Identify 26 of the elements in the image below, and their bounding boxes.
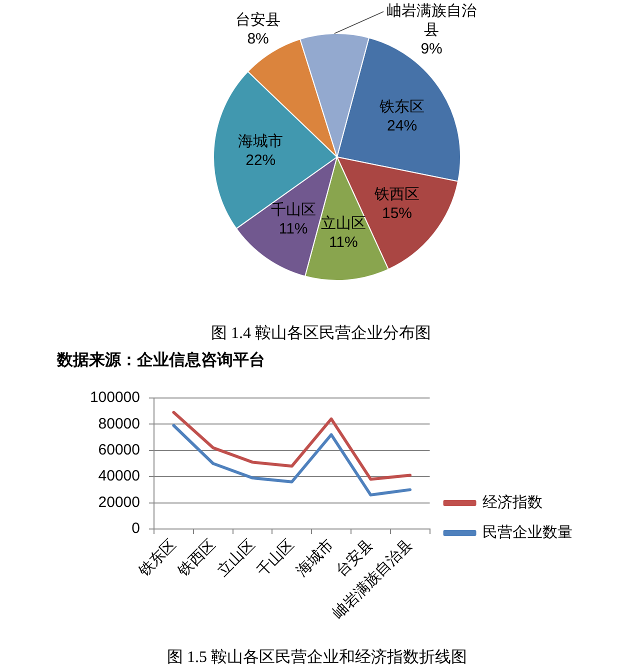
y-tick-label: 0 <box>132 520 140 538</box>
slice-label: 铁西区 <box>374 186 420 204</box>
slice-label: 立山区 <box>320 214 366 232</box>
text: 图 1.4 鞍山各区民营企业分布图 <box>210 324 432 344</box>
data-label: 8% <box>247 30 269 48</box>
slice-label: 岫岩满族自治县 <box>386 2 477 39</box>
data-label: 22% <box>246 152 276 170</box>
data-label: 24% <box>387 117 418 134</box>
y-tick-label: 100000 <box>90 389 140 406</box>
data-label: 11% <box>278 220 308 238</box>
text: 图 1.5 鞍山各区民营企业和经济指数折线图 <box>166 648 468 668</box>
slice-label: 铁东区 <box>378 98 425 116</box>
source-note: 数据来源：企业信息咨询平台 <box>57 350 265 371</box>
data-label: 11% <box>328 234 358 251</box>
y-tick-label: 40000 <box>98 468 140 485</box>
data-label: 15% <box>382 205 412 222</box>
legend-label: 民营企业数量 <box>482 524 572 542</box>
y-tick-label: 80000 <box>98 415 140 432</box>
slice-label: 台安县 <box>236 11 281 28</box>
y-tick-label: 60000 <box>98 442 140 459</box>
legend-label: 经济指数 <box>482 494 542 512</box>
x-tick-label: 海城市 <box>293 536 338 580</box>
slice-label: 海城市 <box>238 133 284 150</box>
data-label: 9% <box>420 40 442 58</box>
y-tick-label: 20000 <box>98 494 140 511</box>
slice-label: 千山区 <box>270 202 316 219</box>
